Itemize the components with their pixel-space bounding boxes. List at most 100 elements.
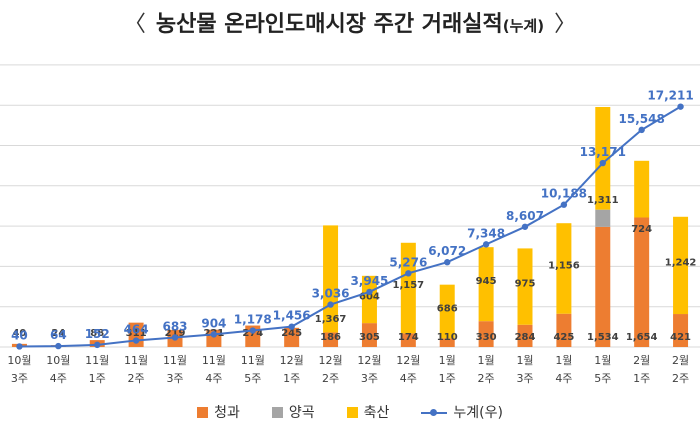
x-tick-month: 11월 [241, 354, 265, 367]
bar-livestock [400, 242, 416, 334]
livestock-value-label: 945 [476, 276, 497, 287]
fruit-value-label: 40 [12, 328, 26, 339]
cumulative-point [55, 342, 62, 350]
x-tick-week: 1주 [89, 372, 106, 385]
bar-livestock [361, 275, 377, 324]
x-tick-month: 1월 [478, 354, 495, 367]
bar-fruit [400, 333, 416, 347]
cumulative-value-label: 3,036 [312, 287, 350, 301]
livestock-value-label: 1,311 [587, 195, 619, 206]
cumulative-value-label: 7,348 [467, 226, 505, 240]
x-tick-month: 10월 [7, 354, 31, 367]
fruit-value-label: 311 [126, 328, 147, 339]
title-right-bracket: 〉 [554, 12, 577, 37]
livestock-value-label: 724 [631, 224, 652, 235]
x-tick-week: 3주 [516, 372, 533, 385]
x-tick-week: 1주 [633, 372, 650, 385]
cumulative-value-label: 10,188 [541, 187, 587, 201]
livestock-value-label: 975 [515, 279, 536, 290]
fruit-value-label: 219 [165, 328, 186, 339]
legend-swatch [197, 406, 209, 418]
cumulative-point [560, 201, 568, 208]
x-tick-week: 4주 [555, 372, 572, 385]
cumulative-point [521, 223, 529, 230]
x-tick-week: 2주 [478, 372, 495, 385]
livestock-value-label: 1,367 [315, 314, 347, 325]
x-tick-month: 11월 [163, 354, 187, 367]
x-tick-week: 4주 [400, 372, 417, 385]
cumulative-point [327, 301, 334, 308]
fruit-value-label: 88 [90, 328, 104, 339]
bar-fruit [284, 327, 300, 347]
bar-fruit [556, 313, 572, 347]
livestock-value-label: 1,242 [665, 257, 697, 268]
cumulative-point [249, 327, 256, 334]
x-tick-month: 12월 [318, 354, 342, 367]
fruit-value-label: 174 [398, 332, 419, 343]
x-tick-month: 11월 [124, 354, 148, 367]
bar-livestock [634, 160, 650, 218]
livestock-value-label: 686 [437, 304, 458, 315]
x-tick-week: 2주 [672, 372, 689, 385]
x-tick-week: 5주 [244, 372, 261, 385]
bar-livestock [673, 216, 689, 315]
cumulative-line [19, 105, 682, 348]
cumulative-value-label: 6,072 [428, 244, 466, 258]
bar-livestock [517, 248, 533, 325]
bar-fruit [478, 321, 494, 347]
x-tick-month: 2월 [672, 354, 689, 367]
cumulative-point [171, 334, 179, 341]
x-tick-month: 1월 [439, 354, 456, 367]
x-tick-week: 2주 [128, 372, 145, 385]
bar-fruit [361, 323, 377, 347]
cumulative-value-label: 1,178 [234, 313, 272, 327]
fruit-value-label: 1,654 [626, 332, 658, 343]
livestock-value-label: 1,157 [393, 280, 425, 291]
legend-item: 청과 [197, 402, 240, 422]
fruit-value-label: 24 [51, 328, 65, 339]
cumulative-value-label: 8,607 [506, 209, 544, 223]
bar-fruit [439, 338, 455, 347]
bar-fruit [634, 217, 650, 347]
fruit-value-label: 425 [553, 332, 574, 343]
fruit-value-label: 1,534 [587, 332, 619, 343]
x-tick-week: 3주 [166, 372, 183, 385]
fruit-value-label: 284 [515, 332, 536, 343]
x-tick-week: 2주 [322, 372, 339, 385]
x-tick-month: 1월 [555, 354, 572, 367]
fruit-value-label: 330 [476, 332, 497, 343]
legend-label: 축산 [363, 405, 390, 421]
bar-fruit [323, 332, 339, 347]
cumulative-point [210, 331, 218, 338]
legend-item: 양곡 [271, 402, 315, 422]
x-tick-week: 5주 [594, 372, 611, 385]
cumulative-value-label: 152 [85, 327, 110, 341]
cumulative-value-label: 464 [124, 323, 149, 337]
title-main: 농산물 온라인도매시장 주간 거래실적 [155, 12, 503, 37]
legend-line-marker [421, 407, 448, 418]
chart-legend: 청과 양곡 축산 누계(우) [0, 402, 700, 422]
bar-fruit [595, 226, 611, 347]
livestock-value-label: 604 [359, 291, 380, 302]
x-tick-month: 12월 [280, 354, 304, 367]
bar-livestock [439, 284, 455, 339]
x-tick-month: 11월 [85, 354, 109, 367]
cumulative-value-label: 683 [162, 319, 187, 333]
chart-title: 〈 농산물 온라인도매시장 주간 거래실적(누계) 〉 [0, 6, 700, 38]
cumulative-value-label: 5,276 [389, 255, 427, 269]
legend-label: 청과 [214, 405, 240, 421]
x-tick-month: 11월 [202, 354, 226, 367]
bar-livestock [478, 247, 494, 322]
cumulative-point [638, 126, 645, 134]
bar-fruit [517, 324, 533, 347]
title-left-bracket: 〈 [123, 12, 146, 37]
title-unit: (누계) [502, 17, 545, 35]
cumulative-point [16, 343, 23, 350]
fruit-value-label: 245 [281, 328, 302, 339]
cumulative-point [599, 159, 606, 167]
legend-label: 누계(우) [453, 405, 503, 421]
cumulative-point [677, 103, 684, 110]
cumulative-value-label: 64 [50, 328, 67, 342]
legend-swatch [271, 406, 283, 418]
